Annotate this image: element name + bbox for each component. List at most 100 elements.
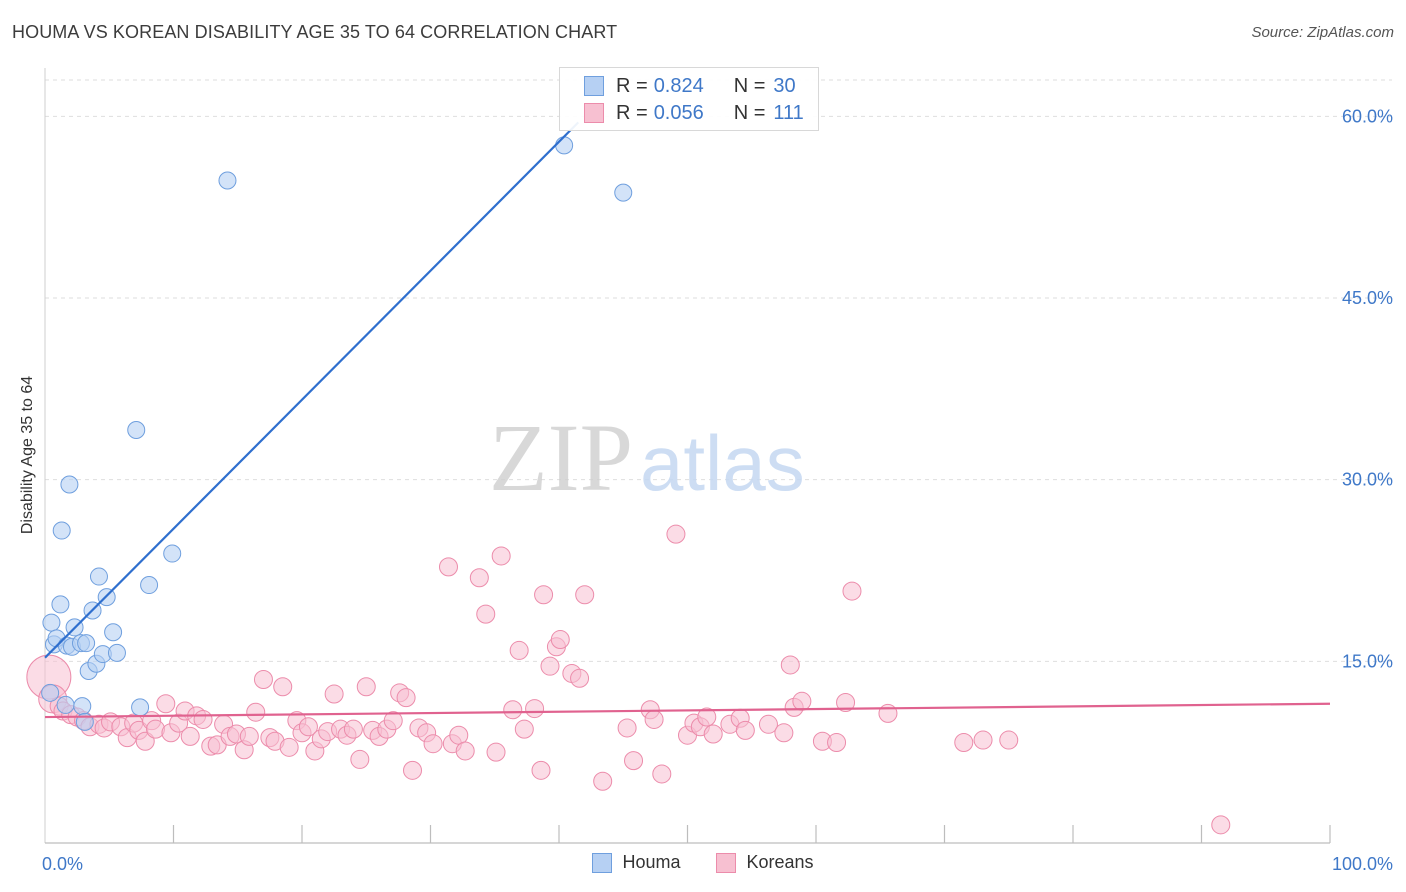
y-tick-label: 15.0% (1342, 651, 1393, 671)
houma-point (614, 183, 633, 202)
houma-point (52, 521, 71, 540)
houma-point (60, 475, 79, 494)
koreans-point (973, 730, 993, 750)
koreans-point (246, 702, 266, 722)
koreans-point (836, 693, 856, 713)
koreans-point (999, 730, 1019, 750)
houma-legend-swatch (592, 852, 613, 873)
y-tick-label: 30.0% (1342, 470, 1393, 490)
koreans-point (438, 557, 458, 577)
houma-point (73, 697, 92, 716)
houma-trend-line (44, 121, 580, 659)
koreans-point (279, 737, 299, 757)
koreans-point (703, 724, 723, 744)
koreans-point (617, 718, 637, 738)
stats-legend: R = 0.824 N = 30 R = 0.056 N = 111 (559, 67, 819, 131)
koreans-point (792, 691, 812, 711)
trend-lines (44, 121, 1331, 719)
koreans-point (350, 749, 370, 769)
koreans-point (575, 585, 595, 605)
koreans-point (486, 742, 506, 762)
koreans-point (774, 723, 794, 743)
koreans-point (735, 720, 755, 740)
houma-point (104, 623, 123, 642)
houma-point (77, 634, 96, 653)
koreans-point (180, 726, 200, 746)
houma-point (218, 171, 237, 190)
koreans-point (878, 703, 898, 723)
koreans-point (550, 630, 570, 650)
koreans-point (503, 700, 523, 720)
houma-point (89, 567, 108, 586)
koreans-legend-swatch (716, 852, 737, 873)
koreans-point (644, 709, 664, 729)
koreans-point (135, 731, 155, 751)
koreans-point (780, 655, 800, 675)
stats-row-houma: R = 0.824 N = 30 (584, 73, 796, 99)
legend-label-houma: Houma (622, 852, 681, 872)
watermark-atlas: atlas (640, 419, 805, 507)
houma-point (41, 683, 60, 702)
koreans-point (514, 719, 534, 739)
series-legend: Houma Koreans (0, 852, 1406, 873)
koreans-point (356, 677, 376, 697)
houma-point (127, 421, 146, 440)
y-tick-label: 45.0% (1342, 288, 1393, 308)
koreans-point (383, 711, 403, 731)
koreans-point (156, 694, 176, 714)
houma-point (56, 695, 75, 714)
stats-row-koreans: R = 0.056 N = 111 (584, 100, 804, 126)
r-label: R = (616, 74, 648, 97)
koreans-point (455, 741, 475, 761)
koreans-point (540, 656, 560, 676)
koreans-point (652, 764, 672, 784)
legend-label-koreans: Koreans (746, 852, 814, 872)
legend-item-koreans[interactable]: Koreans (716, 852, 814, 873)
koreans-point (758, 714, 778, 734)
r-value-houma: 0.824 (653, 74, 704, 97)
koreans-point (570, 668, 590, 688)
koreans-point (1211, 815, 1231, 835)
houma-point (555, 136, 574, 155)
koreans-point (343, 719, 363, 739)
legend-item-houma[interactable]: Houma (592, 852, 680, 873)
koreans-point (476, 604, 496, 624)
koreans-point (396, 688, 416, 708)
n-label: N = (733, 101, 766, 124)
houma-points (41, 136, 633, 731)
koreans-point (525, 699, 545, 719)
koreans-point (534, 585, 554, 605)
koreans-point (298, 717, 318, 737)
koreans-point (253, 670, 273, 689)
y-tick-label: 60.0% (1342, 106, 1393, 126)
koreans-point (193, 709, 213, 729)
koreans-point (403, 760, 423, 780)
chart-title: HOUMA VS KOREAN DISABILITY AGE 35 TO 64 … (12, 22, 618, 42)
koreans-point (531, 760, 551, 780)
source-credit: Source: ZipAtlas.com (1251, 24, 1394, 41)
koreans-point (273, 677, 293, 697)
koreans-point (324, 684, 344, 704)
koreans-point (624, 751, 644, 771)
koreans-point (666, 524, 686, 544)
tick-labels: 15.0% 30.0% 45.0% 60.0% 0.0% 100.0% (42, 106, 1393, 874)
houma-swatch (584, 76, 604, 96)
x-tick-label: 100.0% (1332, 854, 1393, 874)
koreans-point (491, 546, 511, 566)
koreans-point (842, 581, 862, 601)
r-value-koreans: 0.056 (653, 101, 704, 124)
houma-point (51, 595, 70, 614)
koreans-points (26, 524, 1231, 835)
x-tick-label: 0.0% (42, 854, 83, 874)
houma-point (140, 576, 159, 595)
houma-point (131, 698, 150, 717)
koreans-point (827, 732, 847, 752)
axes (44, 68, 1331, 844)
watermark-zip: ZIP (489, 404, 633, 511)
koreans-point (146, 719, 166, 739)
koreans-point (469, 568, 489, 588)
koreans-point (593, 771, 613, 791)
koreans-point (423, 734, 443, 754)
koreans-point (509, 640, 529, 660)
